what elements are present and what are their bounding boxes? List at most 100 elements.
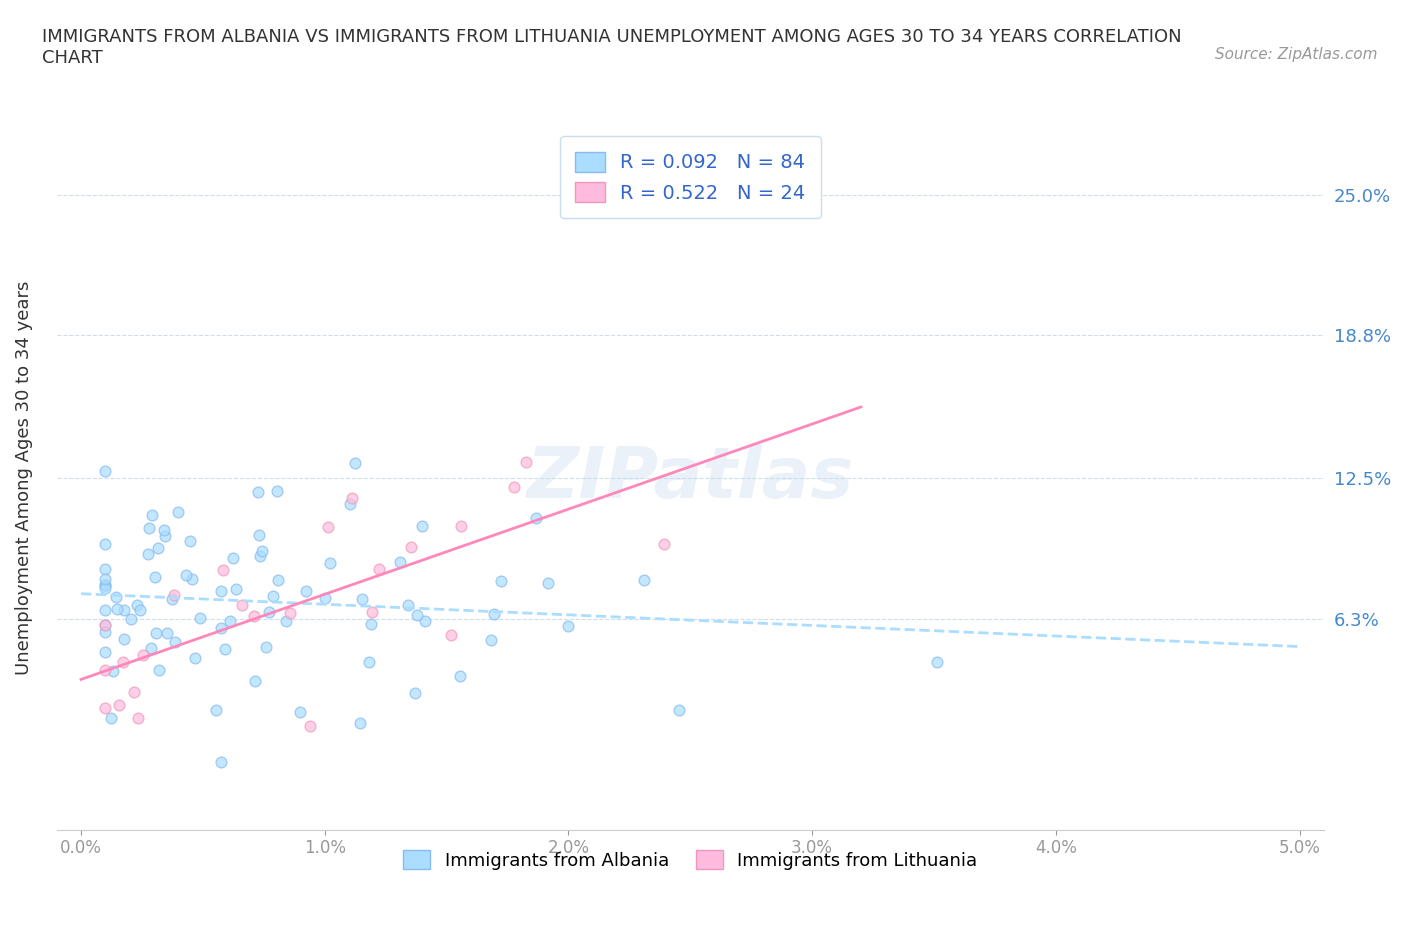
Point [94, 644, 117, 659]
Point [209, 620, 232, 635]
Point [145, 625, 167, 640]
Point [557, 618, 579, 633]
Point [314, 591, 336, 605]
Point [94, 624, 117, 639]
Point [399, 539, 422, 554]
Point [222, 551, 245, 565]
Y-axis label: Unemployment Among Ages 30 to 34 years: Unemployment Among Ages 30 to 34 years [15, 281, 32, 675]
Text: ZIPatlas: ZIPatlas [527, 444, 853, 512]
Point [94, 662, 117, 677]
Point [927, 655, 949, 670]
Point [319, 555, 342, 570]
Point [396, 598, 419, 613]
Point [350, 591, 373, 606]
Point [212, 563, 235, 578]
Point [479, 633, 502, 648]
Point [668, 703, 690, 718]
Point [214, 642, 236, 657]
Legend: Immigrants from Albania, Immigrants from Lithuania: Immigrants from Albania, Immigrants from… [396, 843, 984, 877]
Point [160, 591, 183, 606]
Point [295, 584, 318, 599]
Point [108, 698, 131, 712]
Point [515, 455, 537, 470]
Point [449, 669, 471, 684]
Point [188, 610, 211, 625]
Point [316, 519, 339, 534]
Point [112, 603, 135, 618]
Point [388, 554, 411, 569]
Point [219, 614, 242, 629]
Point [94, 700, 117, 715]
Point [167, 504, 190, 519]
Point [247, 528, 270, 543]
Point [124, 684, 146, 699]
Point [411, 518, 433, 533]
Point [249, 549, 271, 564]
Point [257, 604, 280, 619]
Point [536, 576, 558, 591]
Point [288, 704, 311, 719]
Point [156, 626, 179, 641]
Point [138, 520, 160, 535]
Point [136, 547, 159, 562]
Point [339, 497, 361, 512]
Point [204, 703, 226, 718]
Point [405, 607, 427, 622]
Point [112, 631, 135, 646]
Point [357, 654, 380, 669]
Point [299, 719, 322, 734]
Point [243, 674, 266, 689]
Point [139, 641, 162, 656]
Point [404, 686, 426, 701]
Point [342, 491, 364, 506]
Point [100, 711, 122, 725]
Point [127, 711, 149, 725]
Point [94, 618, 117, 632]
Point [94, 618, 117, 632]
Point [155, 528, 177, 543]
Point [343, 456, 366, 471]
Point [413, 614, 436, 629]
Point [503, 480, 526, 495]
Point [243, 609, 266, 624]
Point [349, 716, 371, 731]
Point [274, 613, 297, 628]
Point [132, 647, 155, 662]
Point [652, 537, 675, 551]
Point [211, 754, 233, 769]
Point [101, 663, 124, 678]
Point [94, 537, 117, 551]
Point [209, 584, 232, 599]
Point [94, 578, 117, 593]
Point [278, 605, 301, 620]
Point [94, 603, 117, 618]
Point [143, 570, 166, 585]
Point [183, 650, 205, 665]
Point [231, 598, 253, 613]
Point [262, 589, 284, 604]
Point [94, 578, 117, 592]
Point [360, 617, 382, 631]
Point [367, 561, 389, 576]
Point [225, 582, 247, 597]
Point [181, 571, 204, 586]
Text: Source: ZipAtlas.com: Source: ZipAtlas.com [1215, 46, 1378, 61]
Point [153, 523, 176, 538]
Point [633, 573, 655, 588]
Point [94, 463, 117, 478]
Point [94, 572, 117, 587]
Point [440, 627, 463, 642]
Point [129, 602, 152, 617]
Point [148, 662, 170, 677]
Point [267, 573, 290, 588]
Point [163, 588, 186, 603]
Point [146, 540, 169, 555]
Point [484, 606, 506, 621]
Point [105, 590, 128, 604]
Point [120, 612, 142, 627]
Point [111, 655, 134, 670]
Point [105, 602, 128, 617]
Point [94, 580, 117, 595]
Point [361, 604, 384, 619]
Point [127, 597, 149, 612]
